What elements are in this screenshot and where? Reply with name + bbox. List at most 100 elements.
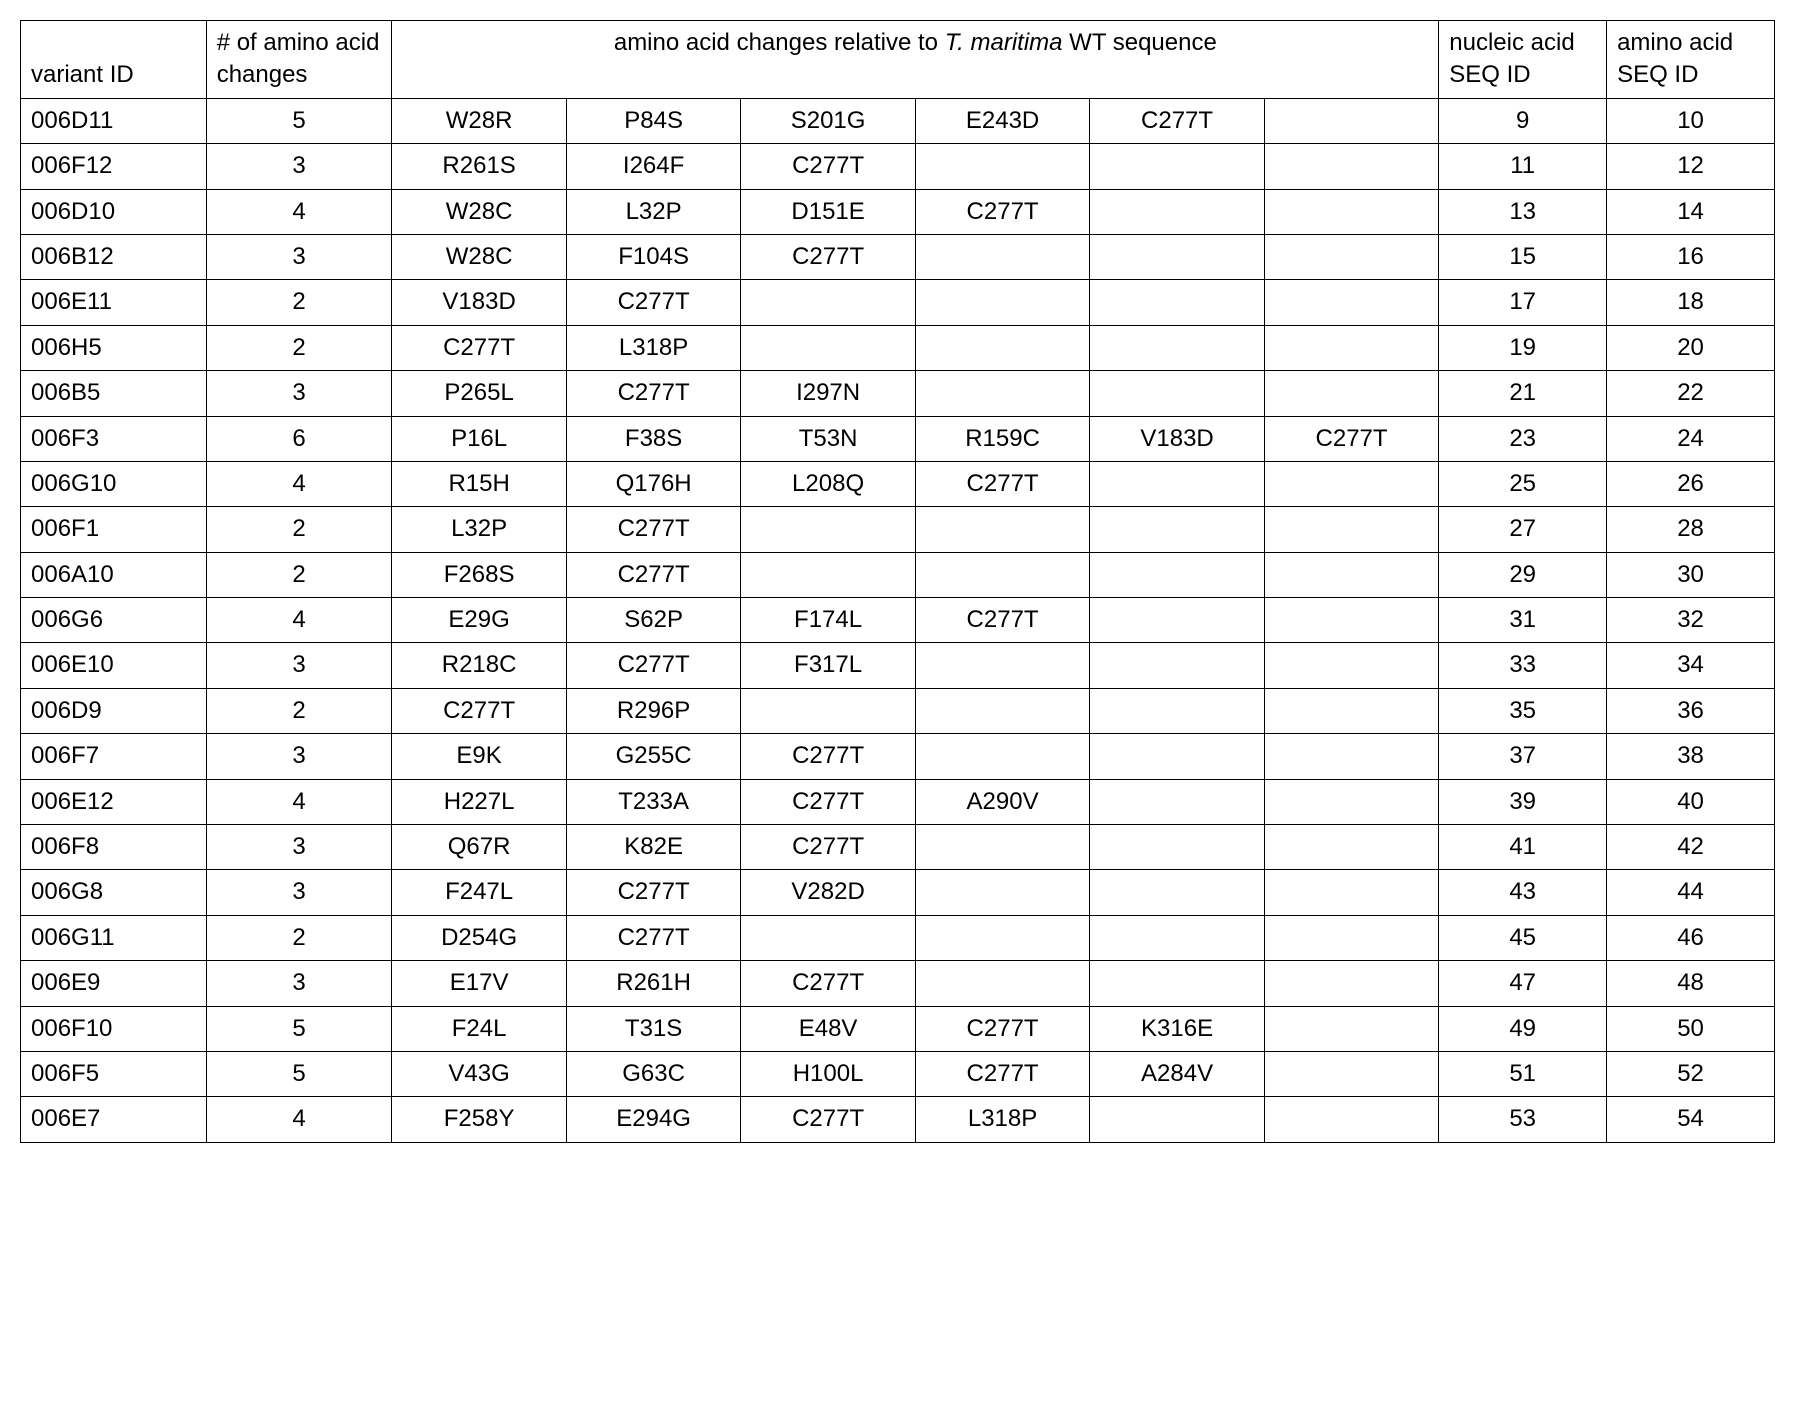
cell-aa-change: R261H	[566, 961, 740, 1006]
cell-aa-change	[1090, 144, 1264, 189]
cell-aa-change	[1264, 325, 1438, 370]
cell-num-changes: 4	[206, 598, 392, 643]
cell-num-changes: 3	[206, 961, 392, 1006]
header-aa-suffix: WT sequence	[1063, 29, 1217, 56]
cell-aa-change: Q67R	[392, 825, 566, 870]
cell-variant-id: 006F8	[21, 825, 207, 870]
cell-aa-change	[1090, 961, 1264, 1006]
cell-aa-change	[915, 734, 1089, 779]
cell-aa-change: C277T	[915, 598, 1089, 643]
cell-aa-change: T53N	[741, 416, 915, 461]
header-amino-seq-id: amino acid SEQ ID	[1607, 21, 1775, 99]
table-row: 006G112D254GC277T4546	[21, 915, 1775, 960]
cell-aa-change: T31S	[566, 1006, 740, 1051]
cell-aa-change: L208Q	[741, 461, 915, 506]
cell-num-changes: 3	[206, 870, 392, 915]
cell-variant-id: 006D10	[21, 189, 207, 234]
cell-variant-id: 006F12	[21, 144, 207, 189]
cell-aa-change	[915, 870, 1089, 915]
cell-aa-change	[1264, 779, 1438, 824]
cell-num-changes: 2	[206, 915, 392, 960]
cell-variant-id: 006F1	[21, 507, 207, 552]
cell-aa-change	[741, 507, 915, 552]
cell-aa-change	[915, 371, 1089, 416]
cell-aa-change	[1090, 643, 1264, 688]
cell-aa-change	[1090, 461, 1264, 506]
cell-amino-seq-id: 28	[1607, 507, 1775, 552]
table-row: 006E93E17VR261HC277T4748	[21, 961, 1775, 1006]
cell-num-changes: 3	[206, 371, 392, 416]
table-row: 006F83Q67RK82EC277T4142	[21, 825, 1775, 870]
cell-aa-change: C277T	[741, 734, 915, 779]
cell-aa-change	[1264, 1097, 1438, 1142]
cell-aa-change	[915, 144, 1089, 189]
cell-aa-change	[1090, 507, 1264, 552]
cell-variant-id: 006H5	[21, 325, 207, 370]
cell-aa-change: A290V	[915, 779, 1089, 824]
cell-nucleic-seq-id: 27	[1439, 507, 1607, 552]
cell-aa-change: Q176H	[566, 461, 740, 506]
cell-aa-change	[1264, 461, 1438, 506]
cell-aa-change	[1264, 371, 1438, 416]
cell-aa-change: W28R	[392, 98, 566, 143]
cell-num-changes: 4	[206, 779, 392, 824]
header-variant-id: variant ID	[21, 21, 207, 99]
cell-aa-change: H227L	[392, 779, 566, 824]
cell-aa-change: L32P	[566, 189, 740, 234]
cell-nucleic-seq-id: 43	[1439, 870, 1607, 915]
cell-num-changes: 2	[206, 507, 392, 552]
header-aa-italic: T. maritima	[945, 29, 1063, 56]
cell-aa-change	[1264, 825, 1438, 870]
cell-aa-change: I264F	[566, 144, 740, 189]
cell-nucleic-seq-id: 31	[1439, 598, 1607, 643]
cell-variant-id: 006E9	[21, 961, 207, 1006]
cell-amino-seq-id: 32	[1607, 598, 1775, 643]
cell-variant-id: 006G11	[21, 915, 207, 960]
cell-num-changes: 5	[206, 98, 392, 143]
cell-aa-change	[1264, 870, 1438, 915]
cell-aa-change	[1264, 1006, 1438, 1051]
cell-num-changes: 3	[206, 643, 392, 688]
cell-nucleic-seq-id: 13	[1439, 189, 1607, 234]
cell-aa-change	[1090, 371, 1264, 416]
cell-aa-change: I297N	[741, 371, 915, 416]
cell-aa-change: C277T	[1090, 98, 1264, 143]
cell-variant-id: 006G6	[21, 598, 207, 643]
cell-aa-change	[1264, 234, 1438, 279]
table-row: 006B53P265LC277TI297N2122	[21, 371, 1775, 416]
cell-nucleic-seq-id: 39	[1439, 779, 1607, 824]
cell-nucleic-seq-id: 17	[1439, 280, 1607, 325]
cell-variant-id: 006A10	[21, 552, 207, 597]
cell-variant-id: 006F5	[21, 1051, 207, 1096]
cell-aa-change: C277T	[741, 961, 915, 1006]
cell-amino-seq-id: 10	[1607, 98, 1775, 143]
cell-aa-change: C277T	[566, 507, 740, 552]
cell-variant-id: 006D9	[21, 688, 207, 733]
cell-aa-change: F317L	[741, 643, 915, 688]
cell-aa-change	[741, 915, 915, 960]
variant-table: variant ID # of amino acid changes amino…	[20, 20, 1775, 1143]
cell-aa-change: K316E	[1090, 1006, 1264, 1051]
cell-aa-change: C277T	[392, 688, 566, 733]
cell-aa-change	[1264, 598, 1438, 643]
cell-aa-change	[915, 280, 1089, 325]
cell-num-changes: 5	[206, 1006, 392, 1051]
cell-aa-change: C277T	[566, 870, 740, 915]
cell-num-changes: 2	[206, 688, 392, 733]
table-row: 006E74F258YE294GC277TL318P5354	[21, 1097, 1775, 1142]
header-nucleic-seq-id: nucleic acid SEQ ID	[1439, 21, 1607, 99]
table-row: 006F105F24LT31SE48VC277TK316E4950	[21, 1006, 1775, 1051]
cell-aa-change: C277T	[566, 371, 740, 416]
table-row: 006E112V183DC277T1718	[21, 280, 1775, 325]
cell-aa-change	[1090, 189, 1264, 234]
cell-num-changes: 6	[206, 416, 392, 461]
cell-amino-seq-id: 42	[1607, 825, 1775, 870]
cell-num-changes: 3	[206, 825, 392, 870]
cell-aa-change: W28C	[392, 189, 566, 234]
cell-aa-change	[1264, 643, 1438, 688]
cell-aa-change	[741, 688, 915, 733]
cell-aa-change	[1264, 688, 1438, 733]
cell-aa-change: E48V	[741, 1006, 915, 1051]
cell-aa-change: C277T	[915, 1051, 1089, 1096]
cell-aa-change: C277T	[741, 144, 915, 189]
